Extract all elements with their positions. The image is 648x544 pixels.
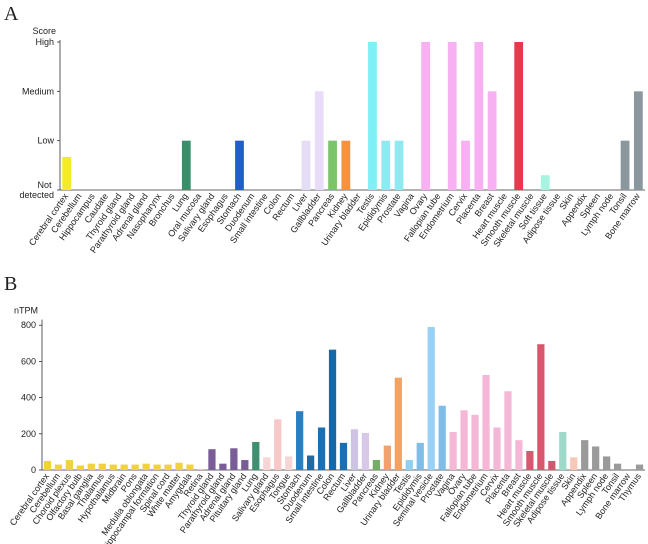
y-tick-label: 400	[21, 393, 36, 403]
bar	[504, 391, 512, 470]
y-tick-label: Medium	[22, 86, 54, 96]
bar	[120, 464, 128, 470]
bar	[394, 140, 404, 190]
bar	[633, 91, 643, 190]
bar	[87, 463, 95, 470]
bar	[252, 441, 260, 470]
bar	[301, 140, 311, 190]
bar	[474, 42, 484, 190]
bar	[219, 463, 227, 470]
bar	[421, 42, 431, 190]
bar	[394, 377, 402, 470]
bar	[164, 464, 172, 470]
bar	[65, 460, 74, 470]
bar	[153, 464, 161, 470]
bar	[197, 469, 205, 470]
bar	[461, 140, 470, 190]
bar	[230, 448, 238, 470]
bar	[235, 140, 244, 190]
bar	[570, 457, 578, 470]
bar	[471, 414, 479, 470]
y-tick-label: 0	[31, 465, 36, 475]
bar	[548, 460, 556, 470]
bar	[438, 405, 446, 470]
bar	[296, 411, 304, 470]
bar	[427, 327, 435, 470]
bar	[540, 175, 550, 190]
bar	[514, 42, 524, 190]
bar	[186, 464, 194, 470]
bar	[131, 464, 139, 470]
bar	[361, 432, 370, 470]
bar	[613, 463, 622, 470]
y-tick-label: Not detected	[19, 180, 54, 200]
bar	[350, 429, 359, 470]
bar	[449, 431, 457, 470]
bar	[372, 460, 381, 470]
bar	[317, 427, 326, 470]
bar	[416, 442, 424, 470]
bar	[43, 460, 52, 470]
bar	[368, 42, 377, 190]
bar	[76, 465, 84, 470]
bar	[603, 456, 611, 470]
bar	[175, 462, 183, 470]
y-tick-label: Low	[37, 136, 54, 146]
bar	[559, 431, 567, 470]
bar	[328, 349, 337, 470]
bar	[635, 464, 644, 470]
y-tick-label: 800	[21, 320, 36, 330]
bar	[285, 456, 293, 470]
panel-label: A	[4, 3, 19, 25]
bar	[241, 460, 249, 470]
y-tick-label: High	[35, 37, 54, 47]
bar	[314, 91, 324, 190]
bar	[526, 450, 534, 470]
bar	[581, 440, 589, 470]
y-axis-label: Score	[32, 26, 56, 36]
bar	[493, 427, 501, 470]
bar	[592, 446, 600, 470]
bar	[381, 140, 391, 190]
panel-label: B	[4, 273, 17, 295]
bar	[54, 464, 63, 470]
bar	[341, 140, 351, 190]
bar	[98, 463, 106, 470]
bar	[537, 344, 545, 470]
bar	[405, 460, 413, 470]
bar	[482, 374, 490, 470]
bar	[274, 419, 282, 470]
y-axis-label: nTPM	[14, 306, 38, 316]
bar	[263, 457, 271, 470]
bar	[515, 440, 523, 470]
bar	[620, 140, 630, 190]
y-tick-label: 600	[21, 356, 36, 366]
bar	[460, 410, 468, 470]
bar	[447, 42, 457, 190]
bar	[142, 463, 150, 470]
bar	[487, 91, 497, 190]
bar	[62, 156, 72, 190]
y-tick-label: 200	[21, 429, 36, 439]
bar	[328, 140, 337, 190]
bar	[109, 464, 117, 470]
bar	[339, 442, 348, 470]
bar	[383, 445, 391, 470]
bar	[181, 140, 191, 190]
bar	[306, 455, 315, 470]
bar	[208, 449, 216, 470]
